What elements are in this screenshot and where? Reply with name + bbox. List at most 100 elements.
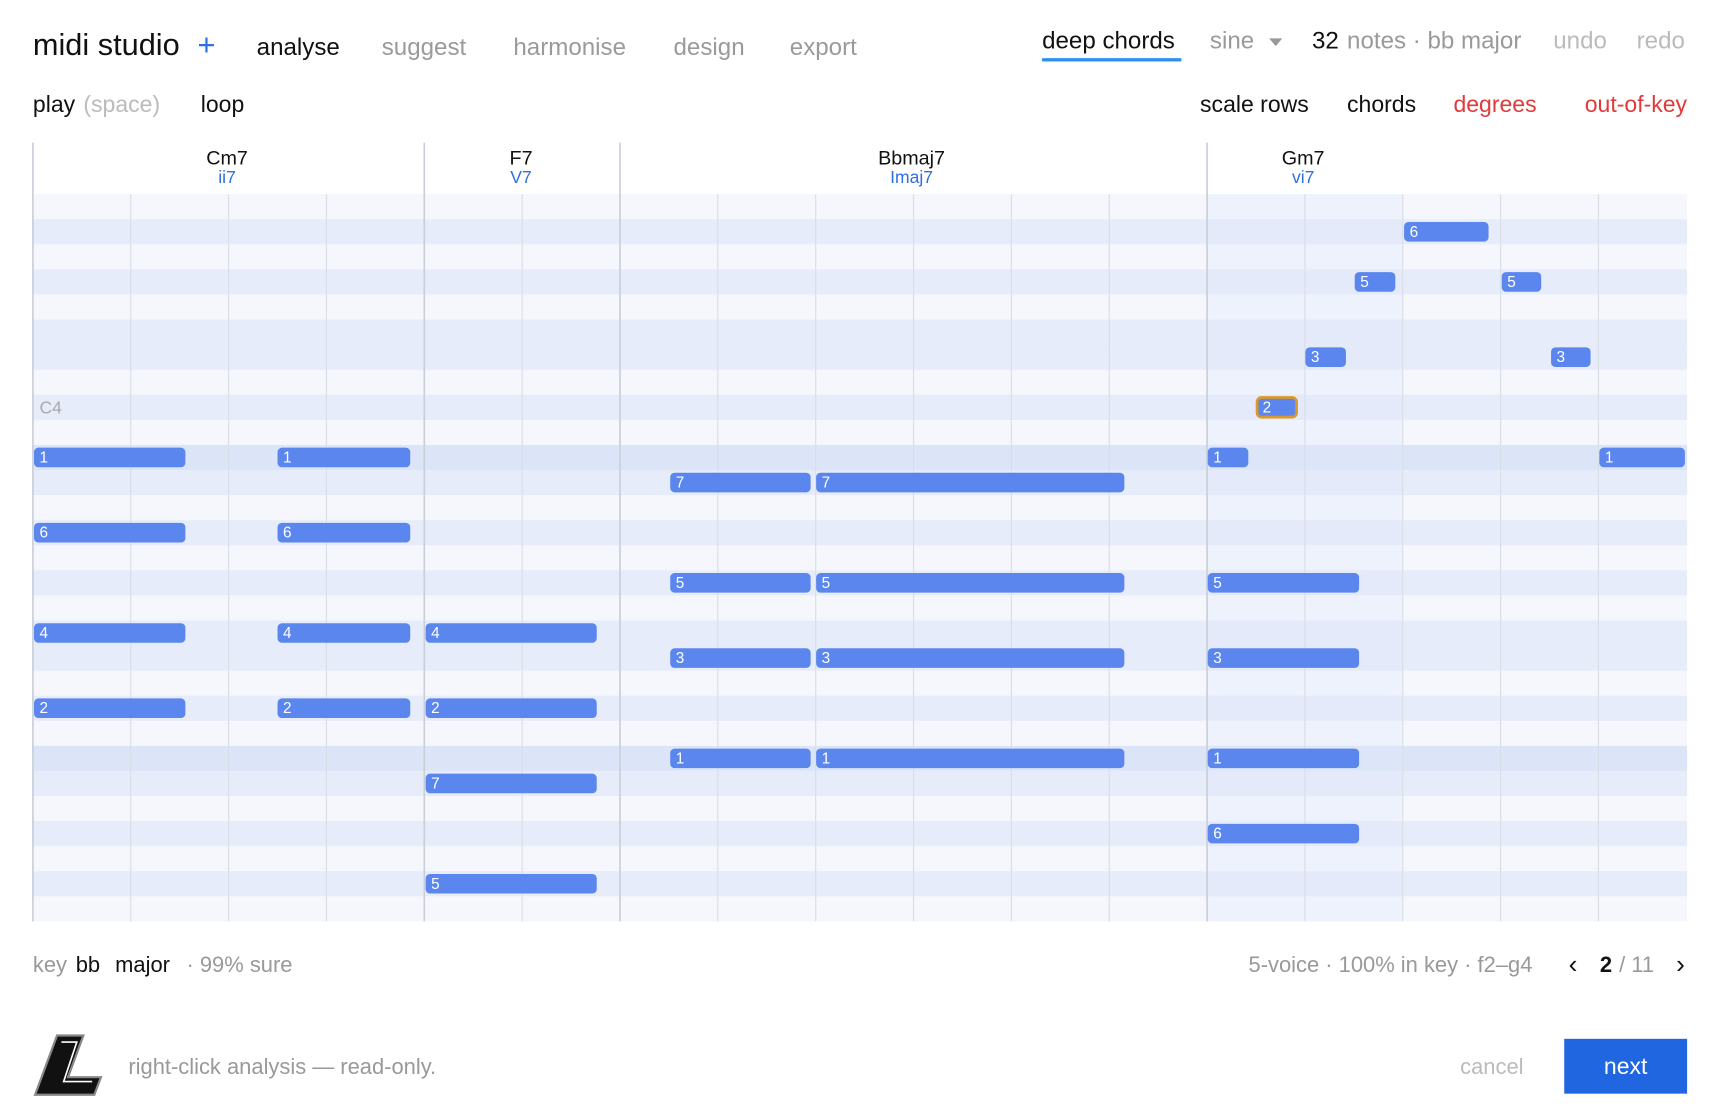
page-total: / 11 bbox=[1619, 952, 1654, 977]
note-degree: 1 bbox=[283, 449, 292, 466]
scale-row bbox=[32, 344, 1688, 370]
note-degree: 2 bbox=[283, 700, 292, 717]
note-degree: 3 bbox=[1311, 349, 1320, 366]
note[interactable] bbox=[1404, 221, 1489, 242]
note-degree: 5 bbox=[431, 876, 440, 893]
nav-tab[interactable]: analyse bbox=[257, 34, 340, 61]
note-degree: 6 bbox=[39, 525, 48, 542]
note[interactable] bbox=[1354, 272, 1396, 292]
note[interactable] bbox=[277, 698, 411, 719]
note-degree: 1 bbox=[39, 449, 48, 466]
hint: right-click analysis — read-only. bbox=[128, 1054, 436, 1079]
note[interactable] bbox=[34, 447, 186, 468]
note-degree: 5 bbox=[676, 575, 685, 592]
note[interactable] bbox=[425, 698, 597, 719]
note[interactable] bbox=[277, 447, 411, 468]
note-degree: 1 bbox=[822, 750, 831, 767]
note-degree: 7 bbox=[431, 775, 440, 792]
note[interactable] bbox=[1599, 447, 1685, 468]
page-number: 2 bbox=[1600, 952, 1612, 977]
note-degree: 5 bbox=[1360, 274, 1369, 291]
note[interactable] bbox=[670, 748, 811, 769]
note[interactable] bbox=[425, 623, 597, 643]
scale-row bbox=[32, 821, 1688, 847]
nav-tab[interactable]: suggest bbox=[382, 34, 467, 61]
caret bbox=[1269, 38, 1283, 47]
chord-name: Cm7 bbox=[206, 148, 248, 170]
note[interactable] bbox=[670, 573, 811, 593]
note-degree: 7 bbox=[676, 475, 685, 492]
tab-underline bbox=[1042, 58, 1182, 62]
next-page-button[interactable]: › bbox=[1676, 949, 1685, 979]
scale-row bbox=[32, 319, 1688, 345]
brand-plus: + bbox=[197, 27, 215, 62]
note[interactable] bbox=[277, 623, 411, 643]
chord-name: Bbmaj7 bbox=[878, 148, 945, 170]
note[interactable] bbox=[1207, 648, 1360, 668]
note-degree: 5 bbox=[822, 575, 831, 592]
note[interactable] bbox=[1501, 272, 1542, 292]
undo[interactable]: undo bbox=[1553, 27, 1607, 54]
chord-numeral: Imaj7 bbox=[890, 167, 933, 187]
roll-background bbox=[32, 194, 1688, 922]
note-degree: 4 bbox=[39, 625, 48, 642]
key-label: key bbox=[33, 952, 67, 977]
toggle[interactable]: chords bbox=[1347, 91, 1416, 117]
note[interactable] bbox=[34, 522, 186, 543]
note[interactable] bbox=[816, 648, 1125, 668]
play-hint: (space) bbox=[83, 91, 160, 117]
mode-tab[interactable]: deep chords bbox=[1042, 27, 1175, 54]
note[interactable] bbox=[1207, 447, 1249, 468]
note-degree: 2 bbox=[39, 700, 48, 717]
note[interactable] bbox=[1305, 347, 1346, 367]
nav-tab[interactable]: harmonise bbox=[513, 34, 626, 61]
row-label: C4 bbox=[39, 397, 62, 417]
note-degree: 1 bbox=[1213, 449, 1222, 466]
cancel-button[interactable]: cancel bbox=[1460, 1054, 1523, 1079]
voicing-stats: 5-voice · 100% in key · f2–g4 bbox=[1249, 952, 1533, 977]
note-degree: 6 bbox=[1410, 224, 1419, 241]
note[interactable] bbox=[425, 773, 597, 794]
note[interactable] bbox=[1255, 396, 1298, 419]
note-degree: 1 bbox=[676, 750, 685, 767]
play[interactable]: play bbox=[33, 91, 76, 117]
note[interactable] bbox=[425, 873, 597, 894]
prev-button[interactable]: ‹ bbox=[1569, 949, 1578, 979]
note-degree: 3 bbox=[676, 650, 685, 667]
toggle[interactable]: out-of-key bbox=[1585, 91, 1688, 117]
next-button[interactable] bbox=[1564, 1038, 1688, 1094]
note[interactable] bbox=[1207, 748, 1360, 769]
note[interactable] bbox=[816, 573, 1125, 593]
chord-numeral: vi7 bbox=[1292, 167, 1314, 187]
chord-name: F7 bbox=[510, 148, 533, 170]
scale-row bbox=[32, 770, 1688, 796]
scale-row bbox=[32, 871, 1688, 897]
mode: major bbox=[115, 952, 170, 977]
note-degree: 1 bbox=[1213, 750, 1222, 767]
note-degree: 5 bbox=[1213, 575, 1222, 592]
toggle[interactable]: scale rows bbox=[1200, 91, 1309, 117]
loop[interactable]: loop bbox=[201, 91, 245, 117]
note-degree: 6 bbox=[1213, 826, 1222, 843]
nav-tab[interactable]: export bbox=[790, 34, 857, 61]
note[interactable] bbox=[277, 522, 411, 543]
note-degree: 4 bbox=[283, 625, 292, 642]
note[interactable] bbox=[670, 648, 811, 668]
note[interactable] bbox=[1207, 823, 1360, 844]
sound-select[interactable]: sine bbox=[1210, 27, 1254, 54]
note-degree: 6 bbox=[283, 525, 292, 542]
note[interactable] bbox=[670, 472, 811, 493]
nav-tab[interactable]: design bbox=[674, 34, 745, 61]
note[interactable] bbox=[816, 472, 1125, 493]
next-label[interactable]: next bbox=[1604, 1053, 1648, 1079]
note-degree: 3 bbox=[1557, 349, 1566, 366]
note[interactable] bbox=[1207, 573, 1360, 593]
note[interactable] bbox=[1551, 347, 1591, 367]
note[interactable] bbox=[34, 623, 186, 643]
note[interactable] bbox=[34, 698, 186, 719]
toggle[interactable]: degrees bbox=[1453, 91, 1536, 117]
note[interactable] bbox=[816, 748, 1125, 769]
redo[interactable]: redo bbox=[1637, 27, 1685, 54]
